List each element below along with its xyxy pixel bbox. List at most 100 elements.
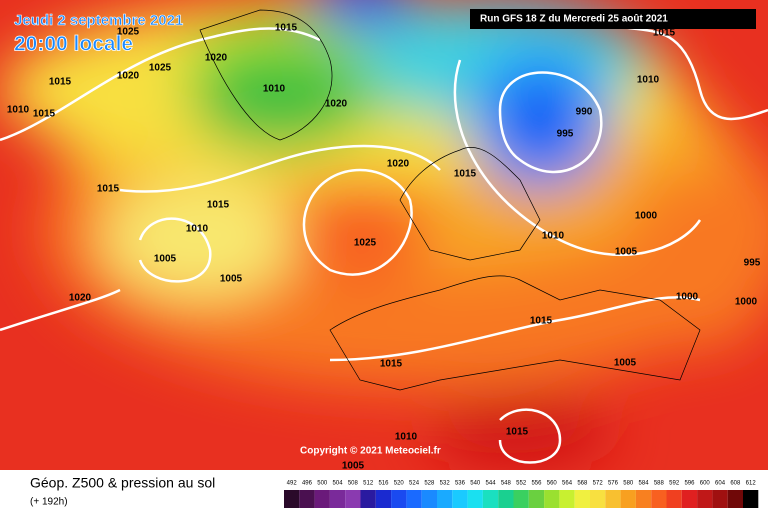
- colorbar-swatch: [544, 490, 560, 508]
- colorbar-swatch: [482, 490, 499, 508]
- colorbar-swatch: [375, 490, 392, 508]
- isobar-label: 1015: [506, 427, 529, 438]
- colorbar-swatch: [498, 490, 514, 508]
- isobar-label: 1010: [186, 224, 209, 235]
- colorbar-label: 496: [302, 481, 313, 487]
- colorbar-label: 576: [608, 481, 619, 487]
- colorbar-swatch: [299, 490, 315, 508]
- colorbar-swatch: [284, 490, 300, 508]
- colorbar-label: 580: [623, 481, 634, 487]
- isobar-label: 1020: [387, 159, 410, 170]
- colorbar-swatch: [391, 490, 407, 508]
- isobar-label: 1015: [275, 23, 298, 34]
- colorbar-swatch: [513, 490, 529, 508]
- run-info: Run GFS 18 Z du Mercredi 25 août 2021: [480, 14, 668, 25]
- colorbar-label: 508: [348, 481, 359, 487]
- colorbar-swatch: [620, 490, 636, 508]
- colorbar-label: 548: [501, 481, 512, 487]
- isobar-label: 1025: [149, 63, 172, 74]
- colorbar-label: 600: [700, 481, 711, 487]
- isobar-label: 1010: [263, 84, 286, 95]
- colorbar-label: 516: [378, 481, 389, 487]
- colorbar-swatch: [651, 490, 667, 508]
- colorbar-swatch: [452, 490, 468, 508]
- colorbar-swatch: [360, 490, 376, 508]
- colorbar-label: 544: [486, 481, 497, 487]
- isobar-label: 1000: [635, 211, 658, 222]
- isobar-label: 1015: [530, 316, 553, 327]
- colorbar-swatch: [712, 490, 728, 508]
- isobar-label: 1000: [735, 297, 758, 308]
- isobar-label: 1010: [395, 432, 418, 443]
- isobar-label: 1020: [325, 99, 348, 110]
- colorbar-swatch: [697, 490, 713, 508]
- colorbar-swatch: [345, 490, 361, 508]
- isobar-label: 1015: [653, 28, 676, 39]
- colorbar-swatch: [528, 490, 545, 508]
- colorbar-label: 584: [639, 481, 650, 487]
- colorbar-label: 588: [654, 481, 665, 487]
- isobar-label: 1015: [97, 184, 120, 195]
- legend-title: Géop. Z500 & pression au sol: [30, 475, 215, 491]
- colorbar-label: 552: [516, 481, 527, 487]
- colorbar-label: 604: [715, 481, 726, 487]
- isobar-label: 1005: [342, 461, 365, 472]
- colorbar-swatch: [635, 490, 652, 508]
- colorbar-label: 556: [531, 481, 542, 487]
- isobar-label: 1005: [614, 358, 637, 369]
- colorbar-label: 524: [409, 481, 420, 487]
- colorbar-swatch: [467, 490, 483, 508]
- isobar-label: 1015: [207, 200, 230, 211]
- isobar-label: 1015: [49, 77, 72, 88]
- isobar-label: 1005: [220, 274, 243, 285]
- colorbar-label: 536: [455, 481, 466, 487]
- isobar-label: 1025: [117, 27, 140, 38]
- colorbar-label: 564: [562, 481, 573, 487]
- colorbar-label: 572: [593, 481, 604, 487]
- colorbar-label: 528: [424, 481, 435, 487]
- run-box: [470, 9, 756, 29]
- colorbar-label: 568: [577, 481, 588, 487]
- isobar-label: 1010: [637, 75, 660, 86]
- isobar-label: 1010: [7, 105, 30, 116]
- colorbar-swatch: [605, 490, 621, 508]
- colorbar-label: 608: [730, 481, 741, 487]
- isobar-label: 1020: [117, 71, 140, 82]
- lead-time: (+ 192h): [30, 497, 68, 508]
- isobar-label: 995: [557, 129, 574, 140]
- isobar-label: 1005: [615, 247, 638, 258]
- colorbar-label: 512: [363, 481, 374, 487]
- colorbar-swatch: [437, 490, 453, 508]
- colorbar-swatch: [574, 490, 590, 508]
- colorbar-label: 560: [547, 481, 558, 487]
- colorbar-label: 592: [669, 481, 680, 487]
- colorbar-swatch: [743, 490, 759, 508]
- isobar-label: 1015: [454, 169, 477, 180]
- isobar-label: 1010: [542, 231, 565, 242]
- isobar-label: 1015: [33, 109, 56, 120]
- coastlines: [199, 9, 701, 391]
- isobar-label: 1015: [380, 359, 403, 370]
- isobar-label: 1025: [354, 238, 377, 249]
- colorbar-label: 540: [470, 481, 481, 487]
- colorbar-swatch: [666, 490, 682, 508]
- colorbar-label: 612: [746, 481, 757, 487]
- colorbar-swatch: [681, 490, 698, 508]
- colorbar-label: 492: [287, 481, 298, 487]
- isobar-label: 1020: [205, 53, 228, 64]
- colorbar-label: 520: [394, 481, 405, 487]
- forecast-time: 20:00 locale: [14, 33, 133, 56]
- colorbar-swatch: [727, 490, 743, 508]
- forecast-date: Jeudi 2 septembre 2021: [14, 12, 183, 29]
- isobar-label: 1000: [676, 292, 699, 303]
- copyright: Copyright © 2021 Meteociel.fr: [300, 446, 441, 457]
- isobar-label: 1020: [69, 293, 92, 304]
- isobar-label: 995: [744, 258, 761, 269]
- colorbar-label: 500: [317, 481, 328, 487]
- colorbar-swatch: [590, 490, 606, 508]
- isobar-label: 1005: [154, 254, 177, 265]
- colorbar-swatch: [406, 490, 422, 508]
- colorbar-swatch: [314, 490, 330, 508]
